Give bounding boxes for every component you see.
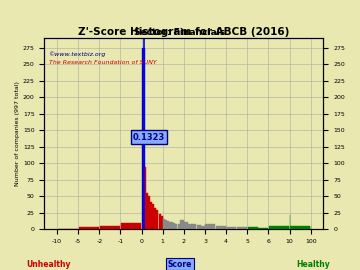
Bar [175,224,177,230]
Text: 0.1323: 0.1323 [133,133,165,141]
Bar [150,202,152,230]
Bar [100,226,120,230]
Bar [169,222,171,230]
Bar [205,224,215,230]
Text: Sector: Financials: Sector: Financials [134,28,226,37]
Bar [152,204,154,230]
Bar [290,226,310,230]
Bar [121,223,141,230]
Bar [226,227,237,229]
Bar [165,220,167,230]
Y-axis label: Number of companies (997 total): Number of companies (997 total) [15,81,20,186]
Text: Healthy: Healthy [296,260,330,269]
Text: ©www.textbiz.org: ©www.textbiz.org [49,51,106,57]
Bar [177,224,180,230]
Bar [216,226,226,230]
Bar [269,226,289,230]
Bar [237,227,247,229]
Bar [146,193,148,230]
Bar [193,224,197,230]
Bar [258,228,268,230]
Bar [158,214,161,230]
Bar [79,228,99,230]
Bar [157,210,158,230]
Title: Z'-Score Histogram for ABCB (2016): Z'-Score Histogram for ABCB (2016) [78,27,289,37]
Text: Score: Score [168,260,192,269]
Bar [197,225,201,230]
Bar [201,225,205,230]
Bar [161,216,163,230]
Bar [142,48,144,230]
Bar [184,222,188,230]
Bar [154,208,156,230]
Bar [248,228,258,230]
Bar [163,219,165,230]
Bar [188,224,192,230]
Bar [148,197,150,230]
Bar [174,223,175,230]
Bar [58,229,78,230]
Bar [180,220,184,230]
Bar [144,167,146,229]
Bar [171,222,173,230]
Text: Unhealthy: Unhealthy [26,260,71,269]
Text: The Research Foundation of SUNY: The Research Foundation of SUNY [49,60,156,65]
Bar [167,221,169,230]
